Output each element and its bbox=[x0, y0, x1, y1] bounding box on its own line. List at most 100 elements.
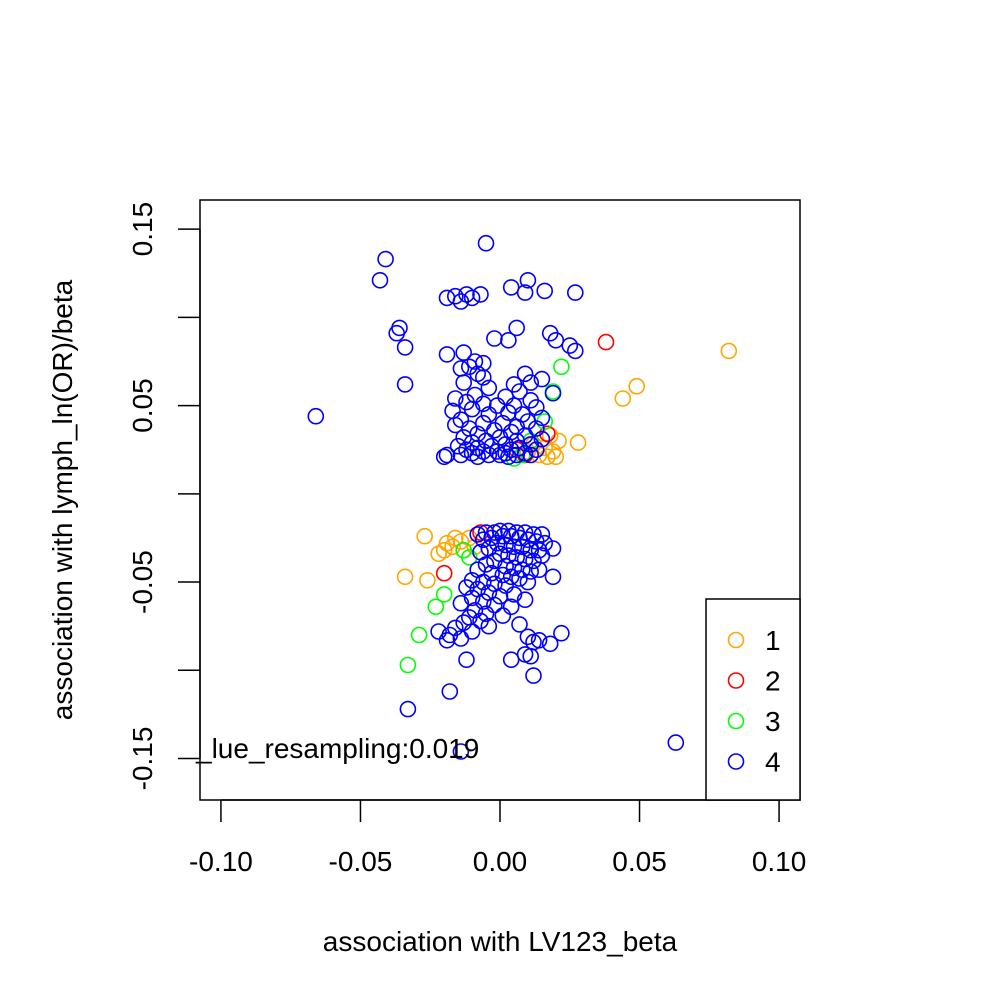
data-point bbox=[460, 420, 478, 437]
data-point bbox=[486, 330, 503, 347]
data-point bbox=[416, 527, 434, 545]
data-point bbox=[544, 568, 562, 586]
x-tick-label: -0.10 bbox=[189, 846, 253, 877]
data-point bbox=[544, 384, 562, 402]
y-tick-label: -0.05 bbox=[127, 550, 158, 614]
data-point bbox=[561, 337, 579, 354]
data-point bbox=[533, 430, 551, 448]
data-point bbox=[480, 406, 498, 423]
data-point bbox=[455, 344, 473, 361]
data-point bbox=[519, 628, 537, 646]
data-point bbox=[502, 598, 520, 616]
data-point bbox=[480, 379, 498, 397]
data-point bbox=[452, 446, 470, 464]
data-point bbox=[438, 346, 456, 363]
data-point bbox=[544, 540, 562, 557]
data-point bbox=[396, 339, 414, 356]
data-point bbox=[536, 282, 554, 300]
data-point bbox=[477, 524, 495, 541]
legend: 1 2 3 4 bbox=[705, 598, 801, 801]
data-point bbox=[486, 552, 503, 570]
data-point bbox=[410, 626, 428, 644]
data-point bbox=[435, 586, 453, 603]
data-point bbox=[533, 370, 551, 388]
data-point bbox=[508, 446, 526, 464]
data-point bbox=[463, 400, 481, 418]
x-tick-label: -0.05 bbox=[329, 846, 393, 877]
data-point bbox=[516, 284, 534, 301]
data-point bbox=[497, 536, 514, 554]
legend-marker bbox=[727, 672, 745, 689]
data-point bbox=[469, 448, 487, 466]
data-point bbox=[435, 564, 453, 582]
data-point bbox=[516, 365, 534, 383]
data-point bbox=[497, 557, 514, 575]
y-tick-label: 0.15 bbox=[127, 202, 158, 257]
x-axis-label: association with LV123_beta bbox=[323, 926, 678, 957]
data-point bbox=[502, 651, 520, 669]
y-tick-label: -0.15 bbox=[127, 727, 158, 791]
data-point bbox=[480, 617, 498, 635]
data-point bbox=[458, 651, 475, 669]
data-point bbox=[455, 541, 473, 559]
data-point bbox=[530, 561, 548, 579]
data-point bbox=[508, 319, 526, 337]
legend-marker bbox=[727, 753, 745, 770]
data-point bbox=[541, 635, 559, 653]
data-point bbox=[483, 529, 500, 547]
data-point bbox=[427, 598, 445, 616]
legend-marker bbox=[727, 712, 745, 730]
data-point bbox=[553, 624, 570, 642]
data-point bbox=[500, 448, 517, 466]
data-point bbox=[444, 538, 461, 556]
data-point bbox=[399, 700, 417, 718]
data-point bbox=[497, 388, 514, 406]
data-point bbox=[502, 279, 520, 296]
data-point bbox=[477, 234, 495, 252]
data-point bbox=[463, 623, 481, 640]
data-point bbox=[628, 377, 646, 395]
data-point bbox=[527, 533, 545, 550]
data-point bbox=[597, 333, 615, 351]
data-point bbox=[720, 342, 738, 360]
data-point bbox=[488, 397, 506, 414]
data-point bbox=[667, 734, 685, 751]
data-point bbox=[399, 656, 417, 674]
data-point bbox=[527, 399, 545, 416]
data-point bbox=[452, 411, 470, 429]
data-point bbox=[463, 589, 481, 607]
data-point bbox=[522, 374, 540, 391]
data-point bbox=[446, 287, 464, 305]
legend-label: 2 bbox=[765, 666, 781, 697]
data-point bbox=[438, 631, 456, 649]
data-point bbox=[480, 446, 498, 464]
data-point bbox=[446, 390, 464, 407]
data-point bbox=[502, 568, 520, 586]
data-point bbox=[508, 418, 526, 436]
data-point bbox=[477, 556, 495, 573]
data-point bbox=[522, 446, 540, 464]
data-point bbox=[449, 437, 467, 455]
data-point bbox=[513, 538, 531, 556]
data-point bbox=[511, 529, 528, 547]
data-point bbox=[452, 743, 470, 760]
data-point bbox=[452, 360, 470, 377]
data-point bbox=[458, 579, 475, 596]
x-tick-label: 0.00 bbox=[473, 846, 528, 877]
data-point bbox=[511, 616, 528, 633]
data-point bbox=[472, 612, 489, 630]
data-point bbox=[569, 434, 587, 451]
data-point bbox=[522, 647, 540, 665]
data-point bbox=[371, 271, 389, 289]
data-point bbox=[505, 538, 523, 556]
data-point bbox=[497, 577, 514, 594]
data-point bbox=[474, 369, 492, 386]
data-point bbox=[516, 591, 534, 609]
data-point bbox=[522, 436, 540, 453]
legend-label: 4 bbox=[765, 747, 781, 778]
data-point bbox=[377, 250, 394, 268]
data-point bbox=[396, 376, 414, 393]
data-point bbox=[466, 353, 484, 370]
data-point bbox=[435, 541, 453, 559]
